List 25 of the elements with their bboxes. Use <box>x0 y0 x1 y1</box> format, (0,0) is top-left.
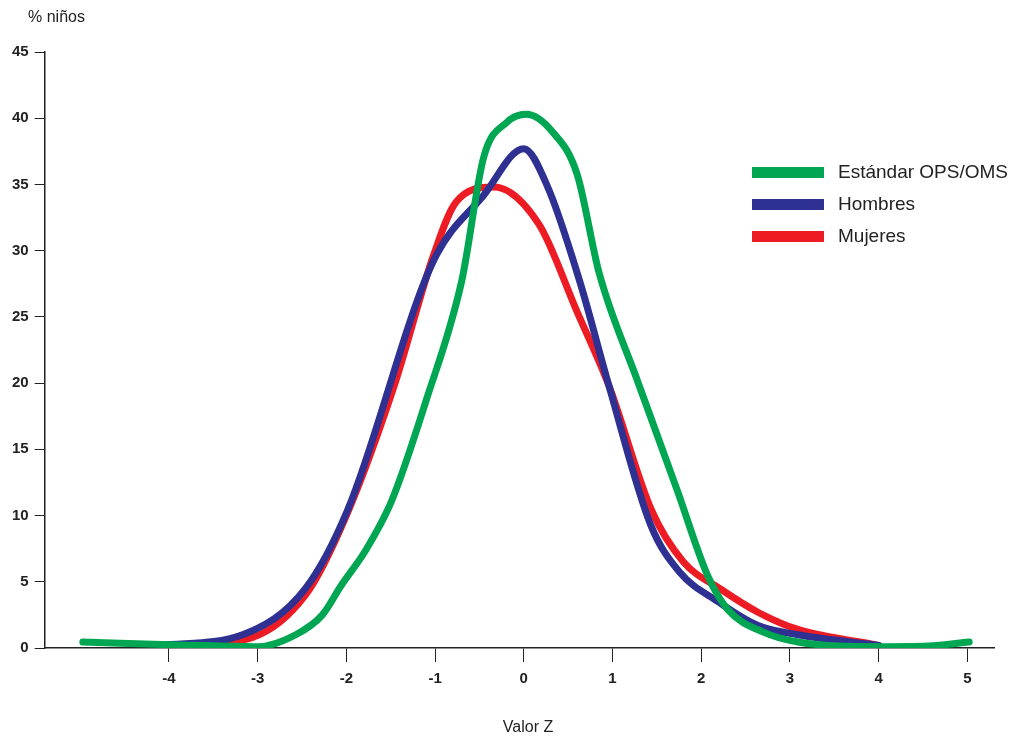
legend-label: Estándar OPS/OMS <box>837 161 1008 183</box>
x-tick-label: -4 <box>162 669 177 687</box>
x-tick-label: -3 <box>250 669 265 687</box>
x-tick-label: -2 <box>339 669 354 687</box>
y-tick-label: 35 <box>12 174 29 192</box>
y-axis-title: % niños <box>28 8 85 26</box>
y-tick-label: 5 <box>20 571 29 589</box>
y-tick-label: 15 <box>12 439 29 457</box>
x-tick-label: 1 <box>608 669 617 687</box>
x-tick-label: 2 <box>697 669 706 687</box>
legend-label: Hombres <box>837 193 916 215</box>
x-tick-label: 4 <box>874 669 884 687</box>
y-tick-label: 45 <box>12 42 29 60</box>
y-tick-label: 0 <box>20 638 29 656</box>
x-tick-label: 5 <box>963 669 972 687</box>
y-tick-label: 10 <box>12 505 29 523</box>
y-tick-label: 40 <box>12 108 29 126</box>
x-tick-label: 3 <box>785 669 795 687</box>
y-tick-label: 30 <box>12 240 29 258</box>
y-tick-label: 20 <box>12 373 29 391</box>
y-tick-label: 25 <box>12 307 29 325</box>
x-tick-label: 0 <box>519 669 528 687</box>
x-tick-label: -1 <box>428 669 442 687</box>
legend-label: Mujeres <box>837 225 906 247</box>
x-axis-title: Valor Z <box>501 718 555 736</box>
